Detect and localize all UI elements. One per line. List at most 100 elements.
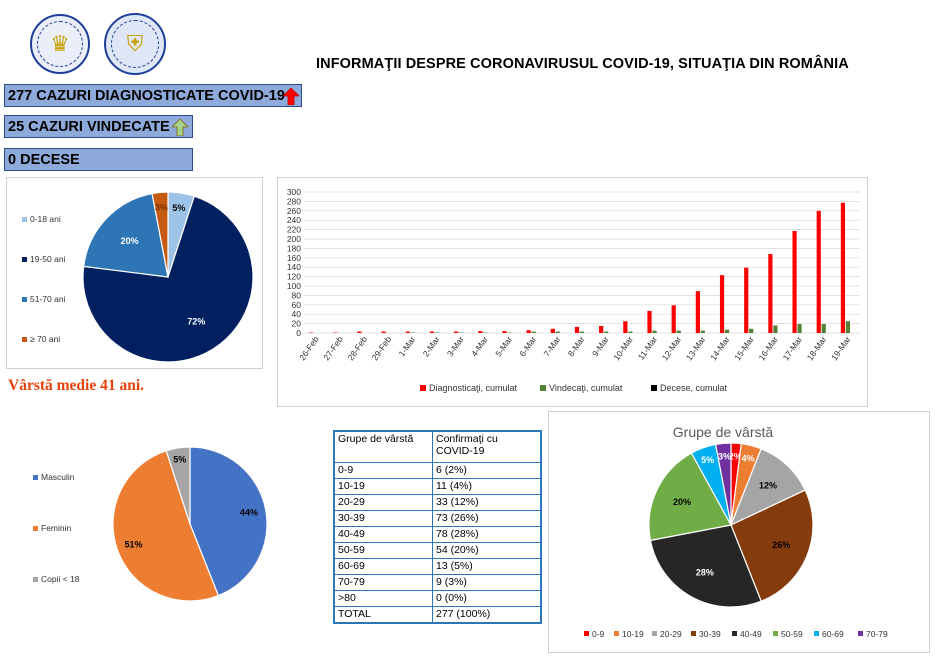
bar-recovered	[773, 325, 777, 333]
bar-x-tick: 27-Feb	[321, 334, 345, 362]
bar-y-tick: 100	[287, 281, 301, 291]
age-groups-legend-label: 10-19	[622, 629, 644, 639]
bar-legend-swatch	[651, 385, 657, 391]
age-groups-legend-swatch	[691, 631, 696, 636]
age-legend-label: 51-70 ani	[30, 294, 66, 304]
bar-y-tick: 0	[296, 328, 301, 338]
age-groups-legend-swatch	[732, 631, 737, 636]
average-age-note: Vârstă medie 41 ani.	[8, 377, 144, 395]
bar-x-tick: 1-Mar	[396, 334, 417, 358]
recovered-stat: 25 CAZURI VINDECATE	[4, 115, 193, 138]
bar-y-tick: 300	[287, 187, 301, 197]
cases-stat: 277 CAZURI DIAGNOSTICATE COVID-19	[4, 84, 302, 107]
bar-diagnosed	[647, 311, 651, 333]
age-pie-data-label: 20%	[121, 236, 139, 246]
bar-x-tick: 17-Mar	[781, 334, 805, 362]
table-cell: 50-59	[334, 543, 433, 559]
bar-diagnosed	[382, 332, 386, 333]
age-groups-legend-swatch	[614, 631, 619, 636]
age-groups-pie-data-label: 12%	[759, 481, 777, 491]
bar-diagnosed	[841, 203, 845, 333]
government-logo: ♛	[30, 14, 90, 74]
age-groups-pie-data-label: 4%	[742, 453, 755, 463]
gender-legend-label: Feminin	[41, 523, 72, 533]
bar-y-tick: 140	[287, 262, 301, 272]
age-groups-legend-label: 0-9	[592, 629, 605, 639]
bar-y-tick: 80	[292, 290, 302, 300]
age-groups-legend-swatch	[814, 631, 819, 636]
bar-y-tick: 240	[287, 215, 301, 225]
age-groups-legend-swatch	[858, 631, 863, 636]
bar-diagnosed	[696, 291, 700, 333]
table-cell: 10-19	[334, 479, 433, 495]
daily-bar-chart: 0204060801001201401601802002202402602803…	[278, 178, 867, 406]
bar-y-tick: 260	[287, 206, 301, 216]
bar-diagnosed	[430, 332, 434, 333]
table-cell: 60-69	[334, 559, 433, 575]
deaths-stat: 0 DECESE	[4, 148, 193, 171]
bar-diagnosed	[575, 327, 579, 333]
gender-pie-data-label: 44%	[240, 508, 258, 518]
table-cell: 0-9	[334, 463, 433, 479]
age-groups-legend-label: 30-39	[699, 629, 721, 639]
age-groups-legend-label: 70-79	[866, 629, 888, 639]
bar-y-tick: 280	[287, 196, 301, 206]
age-groups-legend-label: 20-29	[660, 629, 682, 639]
table-cell: 70-79	[334, 575, 433, 591]
bar-recovered	[628, 332, 632, 333]
bar-x-tick: 7-Mar	[542, 334, 563, 358]
page-title: INFORMAŢII DESPRE CORONAVIRUSUL COVID-19…	[316, 56, 849, 72]
bar-diagnosed	[720, 275, 724, 333]
age-groups-legend-swatch	[652, 631, 657, 636]
age-legend-label: ≥ 70 ani	[30, 334, 60, 344]
bar-y-tick: 220	[287, 225, 301, 235]
gender-legend-swatch	[33, 475, 38, 480]
bar-x-tick: 9-Mar	[590, 334, 611, 358]
bar-x-tick: 29-Feb	[370, 334, 394, 362]
age-groups-pie-data-label: 26%	[772, 540, 790, 550]
bar-diagnosed	[527, 330, 531, 333]
bar-recovered	[677, 331, 681, 333]
bar-recovered	[556, 332, 560, 333]
gender-pie-data-label: 5%	[173, 454, 186, 464]
arrow-up-red-icon	[283, 88, 299, 105]
bar-diagnosed	[599, 326, 603, 333]
bar-x-tick: 18-Mar	[805, 334, 829, 362]
bar-diagnosed	[478, 331, 482, 333]
bar-diagnosed	[672, 305, 676, 333]
table-cell: 54 (20%)	[433, 543, 542, 559]
table-cell: 0 (0%)	[433, 591, 542, 607]
bar-x-tick: 16-Mar	[756, 334, 780, 362]
age-groups-legend-swatch	[584, 631, 589, 636]
table-cell: 9 (3%)	[433, 575, 542, 591]
age-legend-label: 19-50 ani	[30, 254, 66, 264]
bar-x-tick: 4-Mar	[469, 334, 490, 358]
bar-x-tick: 5-Mar	[493, 334, 514, 358]
bar-recovered	[797, 324, 801, 333]
gender-legend-label: Masculin	[41, 472, 75, 482]
bar-x-tick: 2-Mar	[421, 334, 442, 358]
table-header-cell: Grupe de vârstă	[334, 431, 433, 463]
table-cell: 13 (5%)	[433, 559, 542, 575]
age-legend-label: 0-18 ani	[30, 214, 61, 224]
bar-legend-swatch	[420, 385, 426, 391]
age-groups-legend-label: 40-49	[740, 629, 762, 639]
age-groups-legend-label: 60-69	[822, 629, 844, 639]
bar-diagnosed	[623, 321, 627, 333]
ministry-logo: ⛨	[104, 13, 166, 75]
bar-recovered	[652, 331, 656, 333]
bar-x-tick: 3-Mar	[445, 334, 466, 358]
gender-legend-swatch	[33, 577, 38, 582]
bar-x-tick: 8-Mar	[566, 334, 587, 358]
bar-recovered	[580, 332, 584, 333]
arrow-up-green-icon	[172, 119, 188, 136]
